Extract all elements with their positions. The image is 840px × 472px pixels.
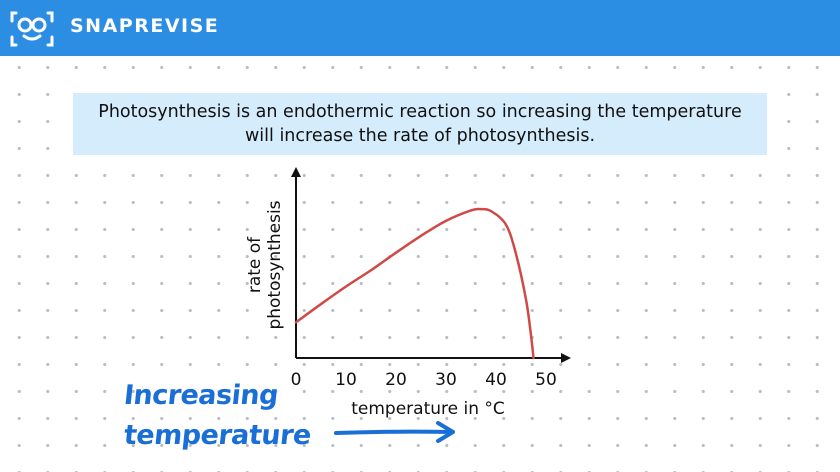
explanation-text: Photosynthesis is an endothermic reactio… xyxy=(98,102,742,146)
x-tick-label: 0 xyxy=(291,370,302,390)
y-axis-label-line-1: rate of xyxy=(245,236,265,293)
brand-name: SNAPREVISE xyxy=(70,15,220,37)
x-axis-label: temperature in °C xyxy=(351,399,505,419)
x-tick-label: 50 xyxy=(535,370,557,390)
rate-curve xyxy=(294,207,535,360)
smiling-face-logo-icon xyxy=(10,11,54,47)
right-arrow-icon xyxy=(334,421,455,443)
header-bar: SNAPREVISE xyxy=(0,0,840,56)
y-axis-label-line-2: photosynthesis xyxy=(265,200,285,329)
x-tick-label: 40 xyxy=(485,370,507,390)
x-tick-label: 10 xyxy=(335,370,357,390)
explanation-callout: Photosynthesis is an endothermic reactio… xyxy=(73,93,767,155)
x-tick-label: 30 xyxy=(435,370,457,390)
temperature-label: temperature xyxy=(122,420,313,451)
x-tick-label: 20 xyxy=(385,370,407,390)
increasing-label: Increasing xyxy=(122,380,280,411)
x-tick-labels: 0 10 20 30 40 50 xyxy=(291,370,557,390)
